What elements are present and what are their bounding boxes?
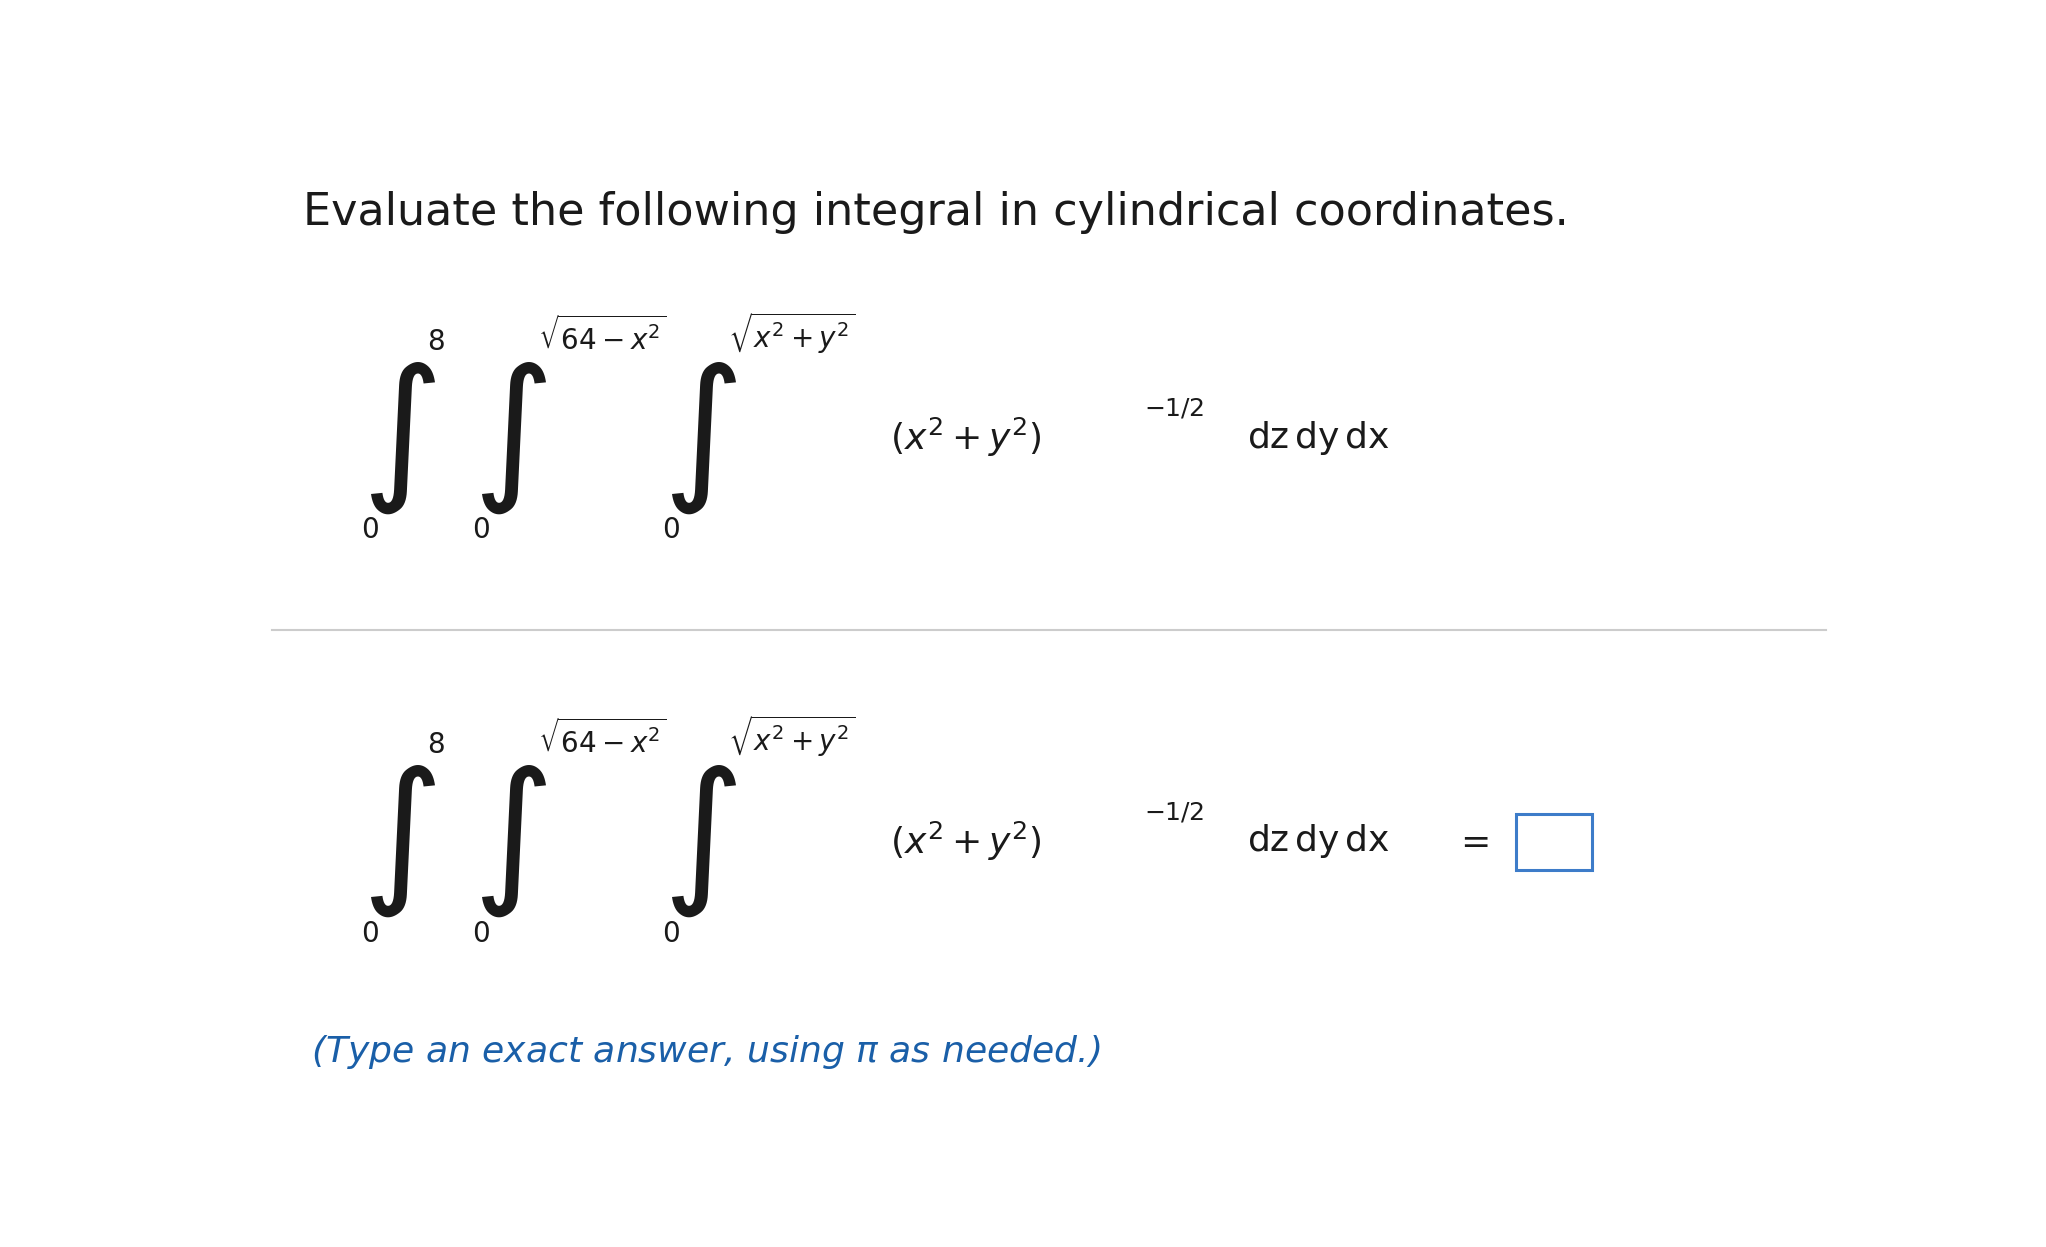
Text: $0$: $0$ (360, 516, 379, 545)
Text: $(x^2 + y^2)$: $(x^2 + y^2)$ (890, 819, 1041, 863)
Text: $\int$: $\int$ (473, 763, 546, 919)
Text: $8$: $8$ (428, 328, 444, 357)
Text: $=$: $=$ (1453, 824, 1487, 858)
Text: $\sqrt{64-x^2}$: $\sqrt{64-x^2}$ (538, 317, 667, 357)
Text: $\int$: $\int$ (473, 360, 546, 515)
Text: $\sqrt{x^2+y^2}$: $\sqrt{x^2+y^2}$ (728, 713, 855, 759)
Text: $\int$: $\int$ (360, 763, 436, 919)
Text: $0$: $0$ (473, 920, 489, 948)
Text: $0$: $0$ (360, 920, 379, 948)
FancyBboxPatch shape (1516, 814, 1592, 870)
Text: $\mathrm{dz\,dy\,dx}$: $\mathrm{dz\,dy\,dx}$ (1246, 419, 1389, 456)
Text: $0$: $0$ (473, 516, 489, 545)
Text: $0$: $0$ (663, 516, 679, 545)
Text: $8$: $8$ (428, 731, 444, 759)
Text: $0$: $0$ (663, 920, 679, 948)
Text: $-1/2$: $-1/2$ (1144, 801, 1203, 824)
Text: $\sqrt{64-x^2}$: $\sqrt{64-x^2}$ (538, 720, 667, 759)
Text: Evaluate the following integral in cylindrical coordinates.: Evaluate the following integral in cylin… (303, 191, 1569, 233)
Text: $\int$: $\int$ (663, 763, 737, 919)
Text: $\mathrm{dz\,dy\,dx}$: $\mathrm{dz\,dy\,dx}$ (1246, 822, 1389, 860)
Text: $\int$: $\int$ (663, 360, 737, 515)
Text: $(x^2 + y^2)$: $(x^2 + y^2)$ (890, 416, 1041, 459)
Text: $\sqrt{x^2+y^2}$: $\sqrt{x^2+y^2}$ (728, 311, 855, 357)
Text: $-1/2$: $-1/2$ (1144, 397, 1203, 421)
Text: (Type an exact answer, using $\pi$ as needed.): (Type an exact answer, using $\pi$ as ne… (311, 1034, 1101, 1071)
Text: $\int$: $\int$ (360, 360, 436, 515)
